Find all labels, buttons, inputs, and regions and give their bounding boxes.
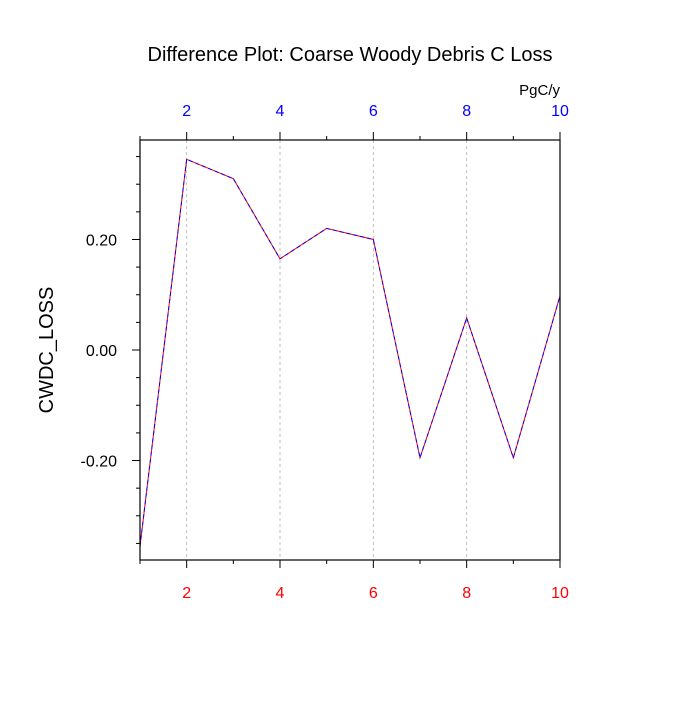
x-tick-label-top-4: 4 — [276, 103, 285, 120]
series-line-0-b — [139, 158, 561, 547]
tick-labels-layer: 2 2 4 4 6 6 8 8 10 10 -0.20 0.00 0.20 — [81, 103, 569, 602]
y-tick-label-0: -0.20 — [81, 454, 118, 471]
ticks-layer — [132, 132, 561, 568]
y-tick-label-2: 0.20 — [86, 232, 117, 249]
data-point-0-4 — [326, 227, 328, 230]
x-tick-label-bottom-8: 8 — [462, 585, 471, 602]
x-tick-label-top-2: 2 — [182, 103, 191, 120]
chart-title: Difference Plot: Coarse Woody Debris C L… — [148, 44, 553, 66]
data-point-0-7 — [466, 317, 468, 319]
x-tick-label-bottom-4: 4 — [276, 585, 285, 602]
data-point-0-6 — [419, 457, 421, 459]
data-point-0-1 — [186, 158, 188, 160]
x-tick-label-bottom-10: 10 — [551, 585, 569, 602]
data-point-0-3 — [279, 258, 281, 260]
y-axis-label: CWDC_LOSS — [36, 287, 58, 414]
series-layer — [139, 158, 561, 547]
grid-layer — [186, 140, 468, 560]
series-line-0-a — [139, 158, 561, 547]
x-tick-label-top-10: 10 — [551, 103, 569, 120]
x-tick-label-bottom-2: 2 — [182, 585, 191, 602]
x-tick-label-top-6: 6 — [369, 103, 378, 120]
data-point-0-2 — [232, 178, 234, 180]
x-tick-label-bottom-6: 6 — [369, 585, 378, 602]
data-point-0-5 — [372, 238, 374, 241]
units-label: PgC/y — [519, 82, 560, 99]
data-point-0-8 — [512, 457, 514, 459]
y-tick-label-1: 0.00 — [86, 343, 117, 360]
plot-frame — [139, 139, 561, 561]
x-tick-label-top-8: 8 — [462, 103, 471, 120]
